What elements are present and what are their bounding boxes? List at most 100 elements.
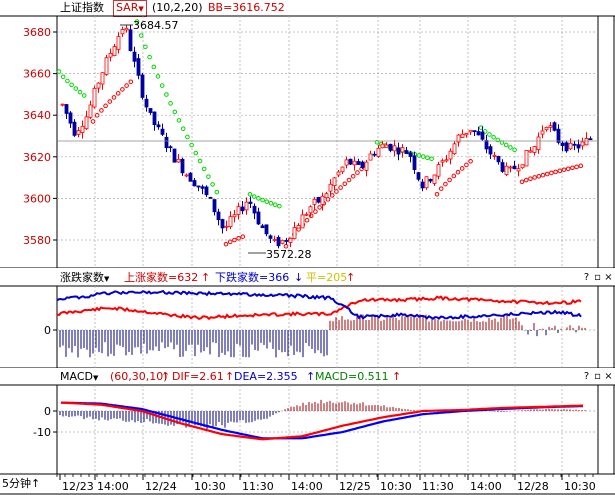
candle-body (440, 160, 445, 163)
sar-dot (549, 170, 554, 176)
kline-plot-border (56, 15, 599, 268)
sar-dot (574, 164, 579, 170)
candle-body (128, 29, 133, 52)
candle-body (92, 87, 97, 108)
candle-body (360, 161, 365, 168)
candle-body (144, 98, 149, 108)
low-label: 3572.28 (266, 248, 312, 261)
sar-dot (236, 235, 241, 241)
candle-body (256, 211, 261, 225)
candle-body (588, 138, 593, 141)
candle-body (84, 116, 89, 130)
close-icon[interactable]: × (604, 272, 613, 283)
candle-body (412, 155, 417, 170)
candle-body (240, 206, 245, 212)
help-icon[interactable]: ? (583, 272, 590, 283)
maximize-icon[interactable]: ▫ (594, 371, 601, 382)
sar-dot (508, 145, 513, 150)
kline-chart[interactable]: 3680 3660 3640 3620 3600 3580 3684.57 3572.28 (0, 0, 615, 268)
sar-dot (247, 191, 253, 197)
macd-arrow-icon: ↑ (392, 370, 402, 383)
candle-body (432, 174, 437, 184)
sar-dot (268, 200, 274, 206)
candle-body (476, 131, 481, 136)
candle-body (564, 142, 569, 152)
macd-indicator[interactable]: MACD▼ (60, 370, 98, 385)
candle-body (316, 197, 321, 203)
candle-body (364, 161, 369, 171)
candle-body (280, 239, 285, 244)
axis-label: 11:30 (242, 480, 274, 493)
breadth-chart[interactable]: 0 (0, 270, 615, 368)
candle-body (380, 143, 385, 149)
axis-label: 14:00 (470, 480, 502, 493)
candle-body (164, 136, 169, 149)
candle-body (420, 181, 425, 189)
candle-body (60, 103, 65, 106)
axis-label: 12/25 (339, 480, 371, 493)
axis-label: 12/24 (145, 480, 177, 493)
kline-ylabel: 3600 (23, 192, 51, 205)
candle-body (96, 82, 101, 89)
flat-count: 平=205 (306, 271, 348, 284)
help-icon[interactable]: ? (583, 371, 590, 382)
dea-value: DEA=2.355 (234, 370, 298, 383)
candle-body (276, 237, 281, 247)
candle-body (504, 165, 509, 175)
sar-dot (251, 194, 257, 199)
breadth-indicator-label: 涨跌家数 (60, 271, 104, 284)
candle-body (508, 166, 513, 169)
breadth-ylabel: 0 (44, 324, 51, 337)
period-selector[interactable]: 5分钟↑ (2, 477, 40, 491)
macd-params: (60,30,10) (110, 370, 168, 383)
sar-dot (464, 162, 469, 168)
sar-dot (138, 33, 144, 38)
close-icon[interactable]: × (604, 371, 613, 382)
sar-dot (77, 89, 83, 95)
candle-body (452, 143, 457, 155)
candle-body (148, 108, 153, 113)
candle-body (248, 201, 253, 204)
axis-label: 14:00 (97, 480, 129, 493)
candle-body (552, 122, 557, 131)
sar-dot (420, 154, 426, 159)
sar-dot (120, 87, 125, 92)
candle-body (172, 148, 177, 163)
candle-body (180, 158, 185, 174)
sar-dot (189, 142, 194, 148)
candle-body (140, 74, 145, 98)
maximize-icon[interactable]: ▫ (594, 272, 601, 283)
flat-arrow-icon: ↑ (346, 271, 356, 284)
sar-dot (491, 134, 496, 140)
candle-body (528, 150, 533, 153)
sar-dot (214, 189, 220, 195)
sar-dot (103, 103, 108, 109)
sar-dot (124, 83, 129, 88)
candle-body (576, 144, 581, 149)
axis-label: 10:30 (564, 480, 596, 493)
macd-chart[interactable]: 0 -10 (0, 369, 615, 474)
down-arrow-icon: ↓ (294, 271, 304, 284)
candle-body (260, 225, 265, 229)
candle-body (296, 225, 301, 229)
up-count-line (56, 295, 582, 321)
sar-label: SAR (116, 1, 139, 14)
sar-dot (111, 95, 117, 100)
sar-dot (503, 142, 509, 148)
candle-body (112, 46, 117, 57)
breadth-indicator[interactable]: 涨跌家数▼ (60, 271, 109, 286)
candle-body (76, 130, 81, 135)
sar-dot (240, 234, 246, 239)
candle-body (416, 172, 421, 180)
sar-dot (532, 175, 537, 180)
candle-body (444, 159, 449, 162)
candle-body (372, 153, 377, 156)
candle-body (460, 133, 465, 138)
sar-dot (197, 158, 203, 164)
candle-body (308, 206, 313, 214)
candle-body (124, 27, 129, 31)
candle-body (184, 174, 189, 177)
candle-body (108, 52, 113, 58)
axis-label: 10:30 (380, 480, 412, 493)
sar-dot (210, 182, 215, 187)
